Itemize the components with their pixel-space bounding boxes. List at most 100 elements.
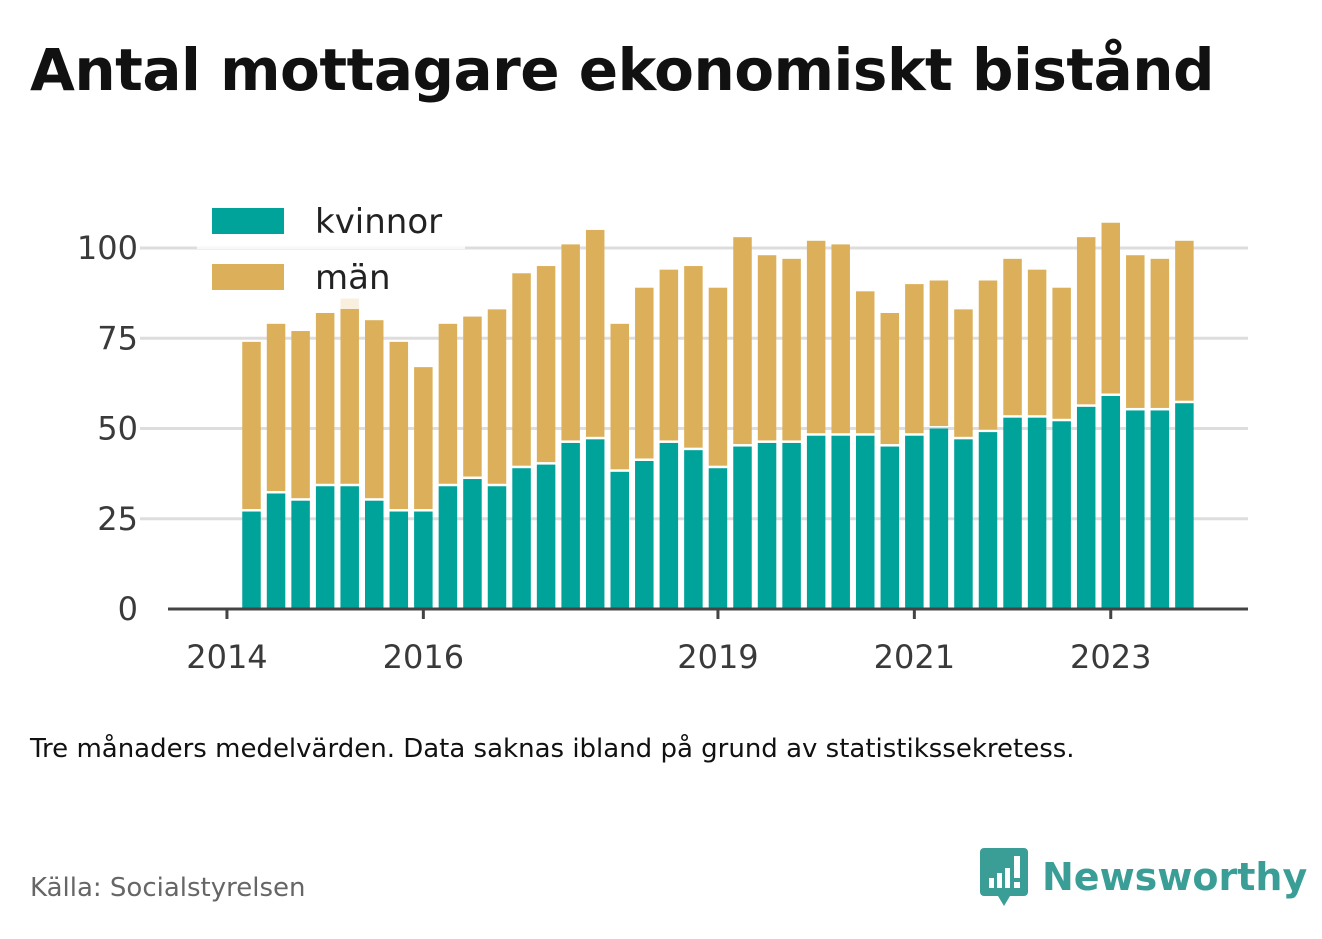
bar-kvinnor [340, 486, 359, 609]
bar-kvinnor [635, 460, 654, 609]
bar-kvinnor [266, 493, 286, 609]
bar-man [463, 316, 482, 477]
bar-man [365, 320, 384, 499]
bar-man [315, 312, 335, 484]
bar-kvinnor [438, 486, 458, 609]
bar-kvinnor [512, 468, 531, 609]
bar-kvinnor [463, 479, 482, 609]
bar-man [1003, 258, 1022, 416]
chart-title: Antal mottagare ekonomiskt bistånd [30, 36, 1215, 104]
bar-man [266, 323, 286, 491]
bar-kvinnor [242, 511, 261, 609]
bar-man [708, 287, 728, 466]
bar-man [438, 323, 458, 484]
bar-kvinnor [365, 500, 384, 609]
bar-kvinnor [733, 446, 752, 609]
bar-man [585, 229, 605, 437]
bar-kvinnor [610, 471, 629, 609]
bar-man [291, 331, 310, 499]
legend-label-man: män [315, 258, 391, 298]
legend: kvinnor män [197, 195, 465, 309]
bar-man [831, 244, 850, 434]
y-tick-label: 0 [118, 590, 138, 628]
bar-kvinnor [389, 511, 409, 609]
bar-man [954, 309, 973, 437]
bar-kvinnor [782, 442, 801, 609]
bar-kvinnor [1150, 410, 1170, 609]
bar-kvinnor [1101, 396, 1120, 609]
bar-man [1076, 237, 1096, 405]
bar-man [340, 298, 359, 484]
bar-kvinnor [929, 428, 949, 609]
bar-kvinnor [487, 486, 507, 609]
bar-man [389, 341, 409, 510]
bar-man [1052, 287, 1071, 419]
y-tick-label: 75 [97, 319, 138, 357]
x-axis: 2014 2016 2019 2021 2023 [168, 607, 1248, 676]
bar-kvinnor [831, 435, 850, 609]
chart-note: Tre månaders medelvärden. Data saknas ib… [30, 734, 1075, 764]
bar-man [242, 341, 261, 510]
bar-kvinnor [708, 468, 728, 609]
bar-man [757, 255, 777, 441]
bar-kvinnor [905, 435, 924, 609]
bar-kvinnor [659, 442, 679, 609]
bar-kvinnor [954, 439, 973, 609]
bar-man [782, 258, 801, 441]
source-text: Källa: Socialstyrelsen [30, 873, 306, 903]
x-tick-label: 2019 [677, 638, 758, 676]
bar-man [905, 284, 924, 434]
brand-logo: Newsworthy [980, 848, 1307, 906]
bar-kvinnor [1126, 410, 1145, 609]
bar-man [856, 291, 875, 434]
y-tick-label: 25 [97, 500, 138, 538]
bar-kvinnor [1052, 421, 1071, 609]
bar-man [806, 240, 826, 434]
bar-man [561, 244, 580, 441]
y-tick-label: 100 [77, 229, 138, 267]
bar-man [536, 266, 556, 463]
bar-man [929, 280, 949, 426]
bar-man [1101, 222, 1120, 394]
bar-kvinnor [880, 446, 900, 609]
y-axis-labels: 0 25 50 75 100 [77, 229, 138, 628]
bar-kvinnor [414, 511, 433, 609]
bar-kvinnor [806, 435, 826, 609]
bar-kvinnor [1027, 417, 1047, 609]
bar-kvinnor [757, 442, 777, 609]
bar-kvinnor [684, 450, 703, 609]
legend-swatch-man [212, 264, 284, 290]
brand-name: Newsworthy [1042, 855, 1308, 899]
bar-kvinnor [1175, 403, 1194, 609]
x-tick-label: 2014 [186, 638, 267, 676]
bar-man [635, 287, 654, 459]
bar-man [880, 312, 900, 445]
bar-man [1027, 269, 1047, 416]
y-tick-label: 50 [97, 410, 138, 448]
bar-man [487, 309, 507, 484]
bar-man [659, 269, 679, 441]
bar-kvinnor [585, 439, 605, 609]
bar-man [978, 280, 998, 430]
legend-swatch-kvinnor [212, 208, 284, 234]
x-tick-label: 2021 [874, 638, 955, 676]
bars [242, 222, 1194, 609]
legend-label-kvinnor: kvinnor [315, 202, 442, 242]
bar-kvinnor [978, 432, 998, 609]
bar-man [684, 266, 703, 448]
bar-kvinnor [315, 486, 335, 609]
bar-man [733, 237, 752, 445]
bar-man [1150, 258, 1170, 408]
bar-kvinnor [856, 435, 875, 609]
x-tick-label: 2023 [1070, 638, 1151, 676]
stacked-bar-chart: 0 25 50 75 100 2014 2016 2019 2021 2023 kvinnor … [76, 195, 1248, 676]
bar-kvinnor [1003, 417, 1022, 609]
newsworthy-logo-icon [980, 848, 1028, 906]
bar-kvinnor [1076, 406, 1096, 609]
bar-kvinnor [561, 442, 580, 609]
bar-man [1175, 240, 1194, 401]
bar-man [610, 323, 629, 470]
bar-man [414, 367, 433, 510]
bar-man [1126, 255, 1145, 408]
bar-kvinnor [291, 500, 310, 609]
